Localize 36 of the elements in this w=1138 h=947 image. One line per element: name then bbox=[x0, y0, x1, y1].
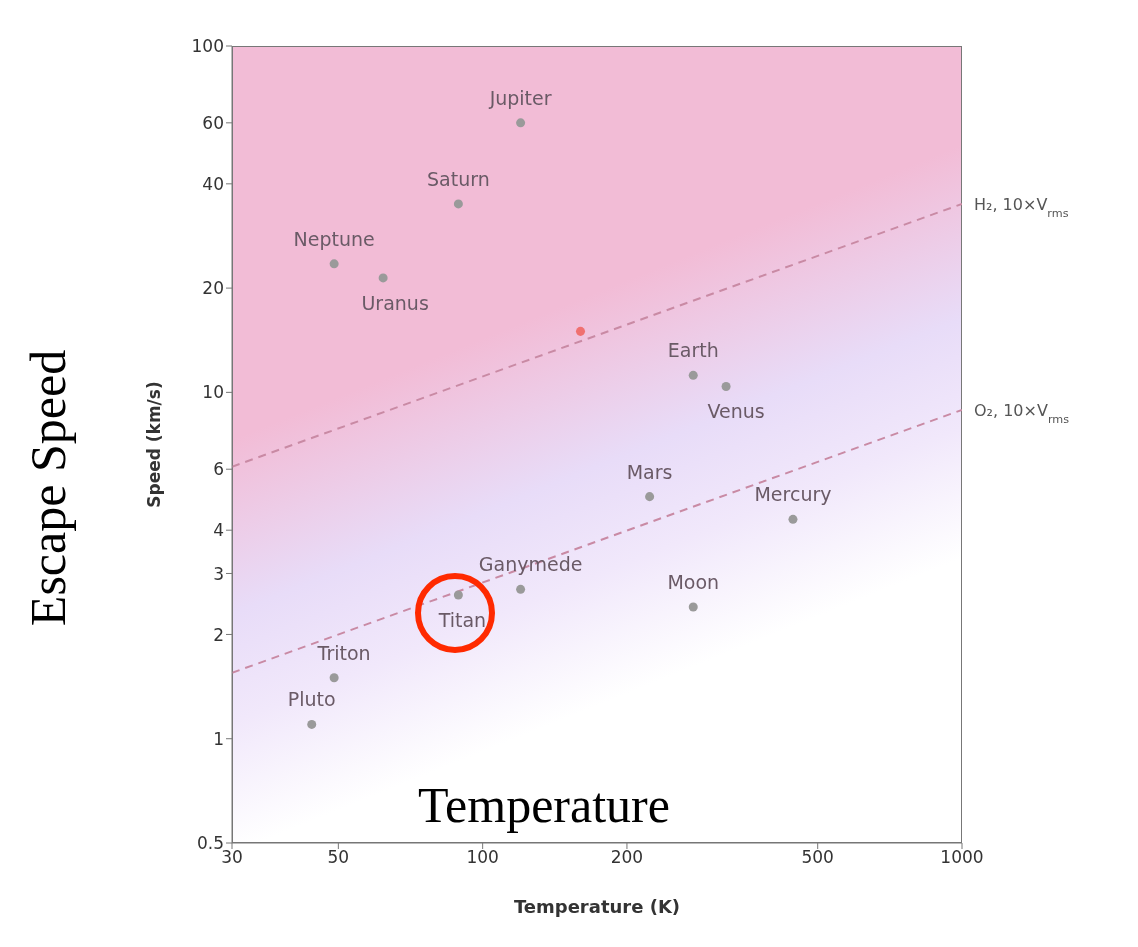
x-tick-label: 200 bbox=[610, 847, 644, 868]
annotation: Titan bbox=[437, 609, 487, 631]
text: Escape Speed bbox=[19, 349, 77, 627]
y-tick-label: 40 bbox=[202, 173, 224, 194]
x-tick-label: 50 bbox=[327, 847, 350, 868]
y-tick-label: 1 bbox=[213, 728, 224, 749]
annotation: Pluto bbox=[287, 688, 336, 711]
annotation: Temperature bbox=[418, 776, 670, 834]
x-tick-label: 1000 bbox=[940, 847, 984, 868]
y-tick-label: 10 bbox=[202, 382, 224, 403]
annotation: Triton bbox=[316, 641, 371, 664]
y-tick-label: 6 bbox=[213, 459, 224, 480]
series-label: O₂, 10×V$_{rms}$ bbox=[974, 400, 1070, 426]
annotation: Venus bbox=[707, 400, 765, 423]
x-tick-label: 30 bbox=[221, 847, 243, 868]
annotation: Moon bbox=[667, 571, 720, 594]
annotation: Jupiter bbox=[488, 86, 552, 109]
annotation: Mercury bbox=[754, 483, 832, 506]
y-axis-title: Speed (km/s) bbox=[144, 381, 165, 508]
y-tick-label: 2 bbox=[213, 624, 224, 645]
y-tick-label: 60 bbox=[202, 112, 224, 133]
x-axis-title: Temperature (K) bbox=[513, 896, 681, 917]
y-tick-label: 20 bbox=[202, 278, 224, 299]
annotation: Ganymede bbox=[478, 553, 583, 576]
x-tick-label: 100 bbox=[466, 847, 499, 868]
y-tick-label: 0.5 bbox=[196, 833, 224, 854]
x-tick-label: 500 bbox=[801, 847, 834, 868]
annotation: Neptune bbox=[293, 227, 375, 250]
y-tick-label: 3 bbox=[213, 563, 224, 584]
series-label: H₂, 10×V$_{rms}$ bbox=[974, 194, 1069, 220]
y-tick-label: 4 bbox=[213, 520, 224, 541]
annotation: Earth bbox=[667, 339, 719, 362]
y-tick-label: 100 bbox=[191, 36, 224, 57]
annotation: Saturn bbox=[427, 167, 490, 190]
annotation: Mars bbox=[626, 460, 673, 483]
annotation: Uranus bbox=[361, 291, 429, 314]
